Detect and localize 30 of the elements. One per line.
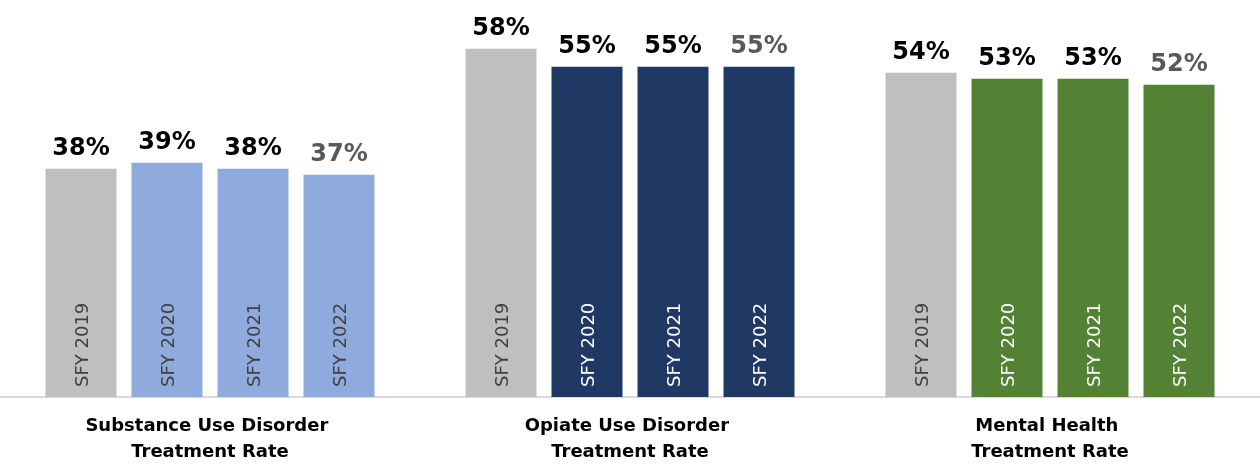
- data-label: 53%: [978, 42, 1036, 71]
- data-label: 55%: [644, 30, 702, 59]
- series-label: SFY 2019: [70, 302, 92, 387]
- text: SFY 2022: [1168, 302, 1190, 387]
- data-label: 55%: [558, 30, 616, 59]
- x-tick-label: Substance Use Disorder Treatment Rate: [85, 413, 335, 461]
- x-tick-label: Mental Health Treatment Rate: [971, 413, 1129, 461]
- data-label: 55%: [730, 30, 788, 59]
- text: SFY 2021: [1082, 302, 1104, 387]
- series-label: SFY 2022: [328, 302, 350, 387]
- x-tick-label: Opiate Use Disorder Treatment Rate: [524, 413, 736, 461]
- text: SFY 2020: [576, 302, 598, 387]
- bar: [885, 72, 957, 397]
- data-label: 38%: [224, 132, 282, 161]
- data-label: 58%: [472, 12, 530, 41]
- text: SFY 2020: [996, 302, 1018, 387]
- text: SFY 2021: [662, 302, 684, 387]
- bar: [465, 48, 537, 397]
- data-label: 38%: [52, 132, 110, 161]
- data-label: 37%: [310, 138, 368, 167]
- series-label: SFY 2021: [242, 302, 264, 387]
- text: SFY 2019: [490, 302, 512, 387]
- series-label: SFY 2020: [156, 302, 178, 387]
- data-label: 39%: [138, 126, 196, 155]
- data-label: 52%: [1150, 48, 1208, 77]
- data-label: 53%: [1064, 42, 1122, 71]
- text: SFY 2019: [910, 302, 932, 387]
- text: SFY 2022: [748, 302, 770, 387]
- bar: [45, 168, 117, 397]
- data-label: 54%: [892, 36, 950, 65]
